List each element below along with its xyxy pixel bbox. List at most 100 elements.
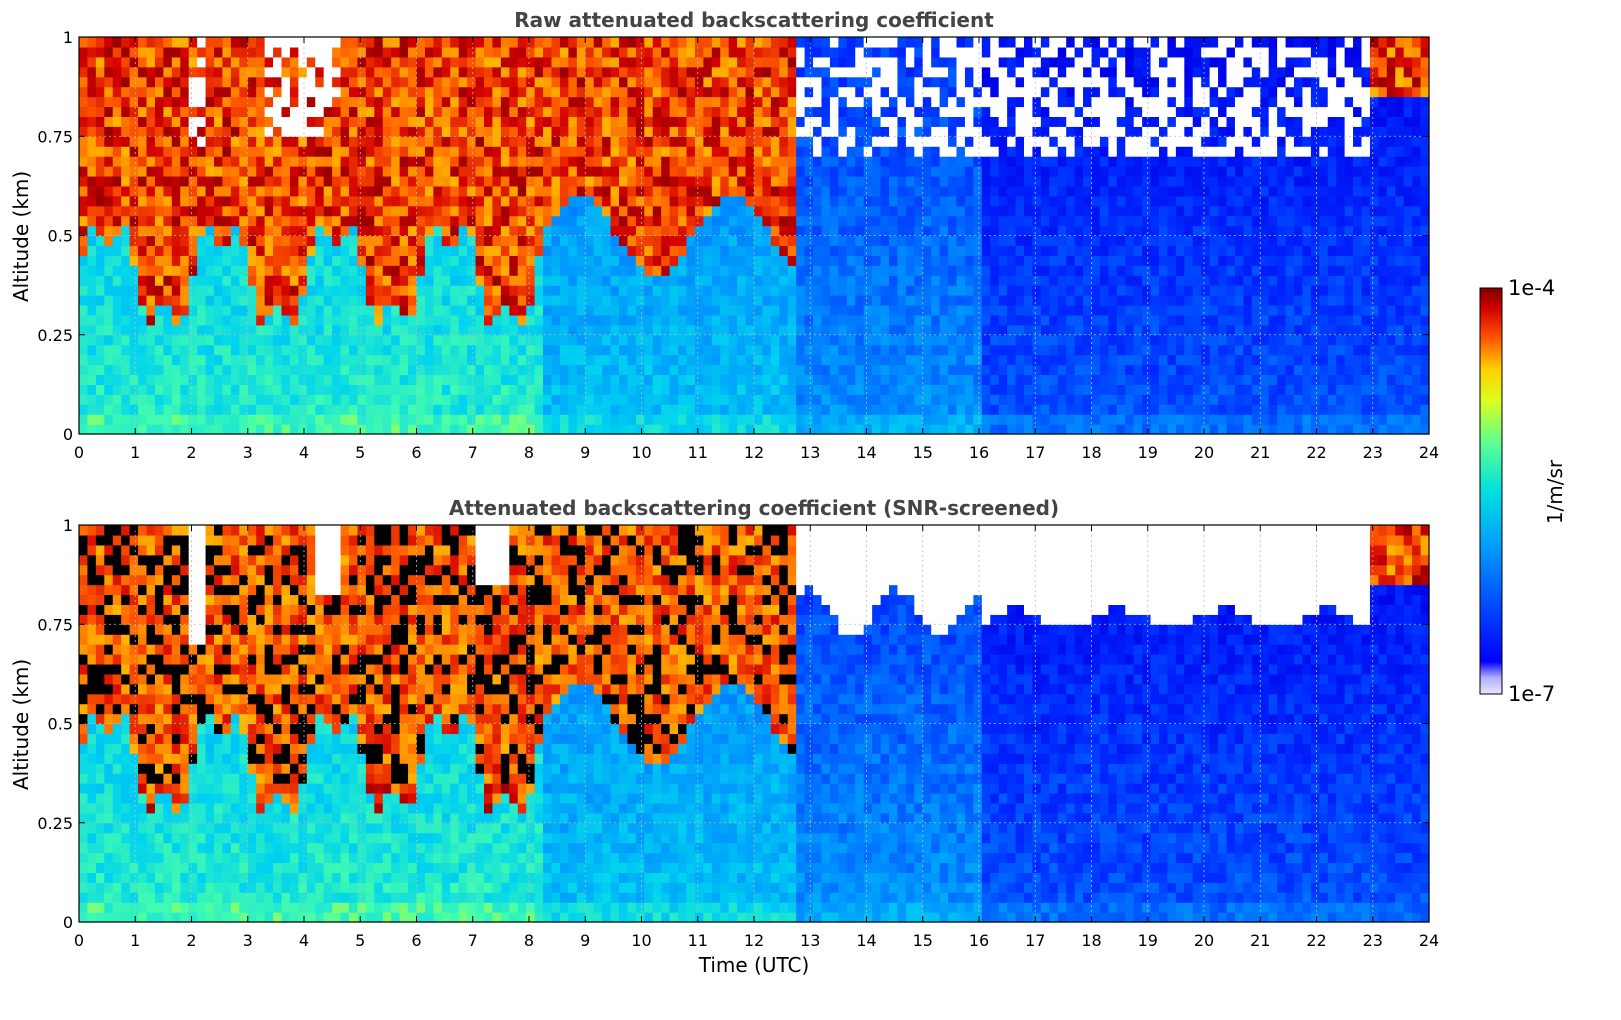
heatmap-cell <box>1032 66 1042 78</box>
heatmap-cell <box>956 295 966 306</box>
heatmap-cell <box>998 106 1008 117</box>
heatmap-cell <box>281 235 291 247</box>
heatmap-cell <box>112 324 122 336</box>
heatmap-cell <box>95 374 105 385</box>
heatmap-cell <box>357 324 367 336</box>
heatmap-cell <box>315 106 325 117</box>
heatmap-cell <box>517 215 527 227</box>
heatmap-cell <box>568 384 578 395</box>
heatmap-cell <box>188 304 198 316</box>
heatmap-cell <box>154 66 164 78</box>
heatmap-cell <box>669 285 679 296</box>
heatmap-cell <box>855 324 865 336</box>
heatmap-cell <box>1074 96 1084 108</box>
heatmap-cell <box>964 235 974 247</box>
heatmap-cell <box>484 126 494 137</box>
heatmap-cell <box>416 285 426 296</box>
heatmap-cell <box>728 156 738 167</box>
heatmap-cell <box>526 364 536 376</box>
heatmap-cell <box>610 384 620 395</box>
heatmap-cell <box>694 295 704 306</box>
heatmap-cell <box>188 46 198 58</box>
heatmap-cell <box>138 255 148 266</box>
heatmap-cell <box>408 96 418 108</box>
heatmap-cell <box>956 126 966 137</box>
heatmap-cell <box>534 185 544 197</box>
heatmap-cell <box>559 225 569 237</box>
heatmap-cell <box>1032 96 1042 108</box>
heatmap-cell <box>526 304 536 316</box>
heatmap-cell <box>104 304 114 316</box>
heatmap-cell <box>889 364 899 376</box>
heatmap-cell <box>1125 275 1135 286</box>
heatmap-cell <box>686 275 696 286</box>
heatmap-cell <box>661 116 671 127</box>
heatmap-cell <box>500 195 510 207</box>
heatmap-cell <box>239 96 249 108</box>
heatmap-cell <box>357 364 367 376</box>
heatmap-cell <box>964 146 974 157</box>
heatmap-cell <box>931 265 941 276</box>
heatmap-cell <box>95 215 105 227</box>
heatmap-cell <box>585 56 595 68</box>
heatmap-cell <box>551 146 561 157</box>
heatmap-cell <box>846 404 856 415</box>
heatmap-cell <box>1083 334 1093 346</box>
heatmap-cell <box>551 424 561 435</box>
heatmap-cell <box>332 175 342 187</box>
heatmap-cell <box>492 334 502 346</box>
heatmap-cell <box>568 364 578 376</box>
heatmap-cell <box>264 76 274 88</box>
heatmap-cell <box>315 37 325 48</box>
heatmap-cell <box>1049 126 1059 137</box>
heatmap-cell <box>635 344 645 356</box>
heatmap-cell <box>1074 86 1084 98</box>
heatmap-cell <box>551 265 561 276</box>
heatmap-cell <box>323 156 333 167</box>
heatmap-cell <box>905 126 915 137</box>
heatmap-cell <box>737 295 747 306</box>
heatmap-cell <box>323 354 333 366</box>
heatmap-cell <box>610 56 620 68</box>
heatmap-cell <box>475 245 485 256</box>
heatmap-cell <box>543 424 553 435</box>
heatmap-cell <box>703 245 713 256</box>
heatmap-cell <box>154 245 164 256</box>
heatmap-cell <box>872 324 882 336</box>
heatmap-cell <box>349 275 359 286</box>
heatmap-cell <box>1066 374 1076 385</box>
heatmap-cell <box>1024 334 1034 346</box>
heatmap-cell <box>863 86 873 98</box>
heatmap-cell <box>391 96 401 108</box>
heatmap-cell <box>1040 235 1050 247</box>
heatmap-cell <box>458 66 468 78</box>
heatmap-cell <box>939 245 949 256</box>
heatmap-cell <box>408 56 418 68</box>
heatmap-cell <box>424 334 434 346</box>
heatmap-cell <box>585 225 595 237</box>
heatmap-cell <box>256 285 266 296</box>
heatmap-cell <box>1024 175 1034 187</box>
heatmap-cell <box>1049 86 1059 98</box>
heatmap-cell <box>796 146 806 157</box>
heatmap-cell <box>543 314 553 326</box>
heatmap-cell <box>787 354 797 366</box>
heatmap-cell <box>846 255 856 266</box>
heatmap-cell <box>365 324 375 336</box>
heatmap-cell <box>273 275 283 286</box>
heatmap-cell <box>230 195 240 207</box>
heatmap-cell <box>138 166 148 177</box>
heatmap-cell <box>678 245 688 256</box>
heatmap-cell <box>1007 324 1017 336</box>
heatmap-cell <box>576 414 586 425</box>
heatmap-cell <box>475 295 485 306</box>
heatmap-cell <box>138 205 148 217</box>
heatmap-cell <box>1057 354 1067 366</box>
heatmap-cell <box>79 304 89 316</box>
heatmap-cell <box>391 245 401 256</box>
heatmap-cell <box>880 136 890 147</box>
heatmap-cell <box>939 76 949 88</box>
heatmap-cell <box>1057 285 1067 296</box>
heatmap-cell <box>855 106 865 117</box>
heatmap-cell <box>1091 116 1101 127</box>
